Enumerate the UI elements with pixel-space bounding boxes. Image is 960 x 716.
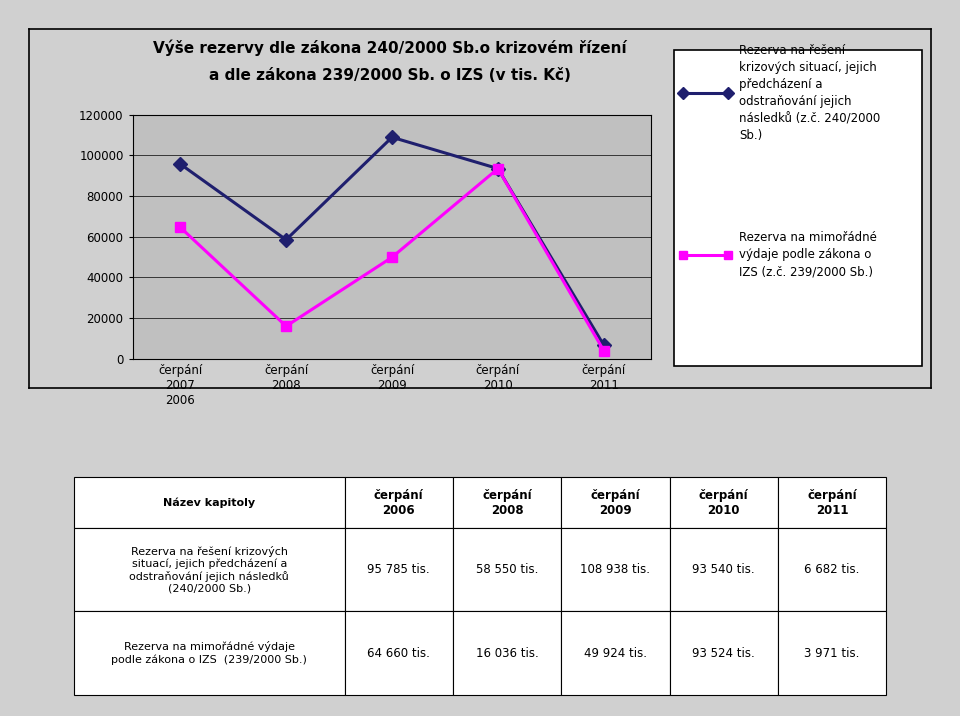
FancyBboxPatch shape (674, 50, 923, 366)
Text: a dle zákona 239/2000 Sb. o IZS (v tis. Kč): a dle zákona 239/2000 Sb. o IZS (v tis. … (209, 68, 570, 83)
Text: Výše rezervy dle zákona 240/2000 Sb.o krizovém řízení: Výše rezervy dle zákona 240/2000 Sb.o kr… (153, 39, 627, 56)
Text: Rezerva na řešení
krizových situací, jejich
předcházení a
odstraňování jejich
ná: Rezerva na řešení krizových situací, jej… (739, 44, 880, 142)
Text: Rezerva na mimořádné
výdaje podle zákona o
IZS (z.č. 239/2000 Sb.): Rezerva na mimořádné výdaje podle zákona… (739, 231, 876, 279)
